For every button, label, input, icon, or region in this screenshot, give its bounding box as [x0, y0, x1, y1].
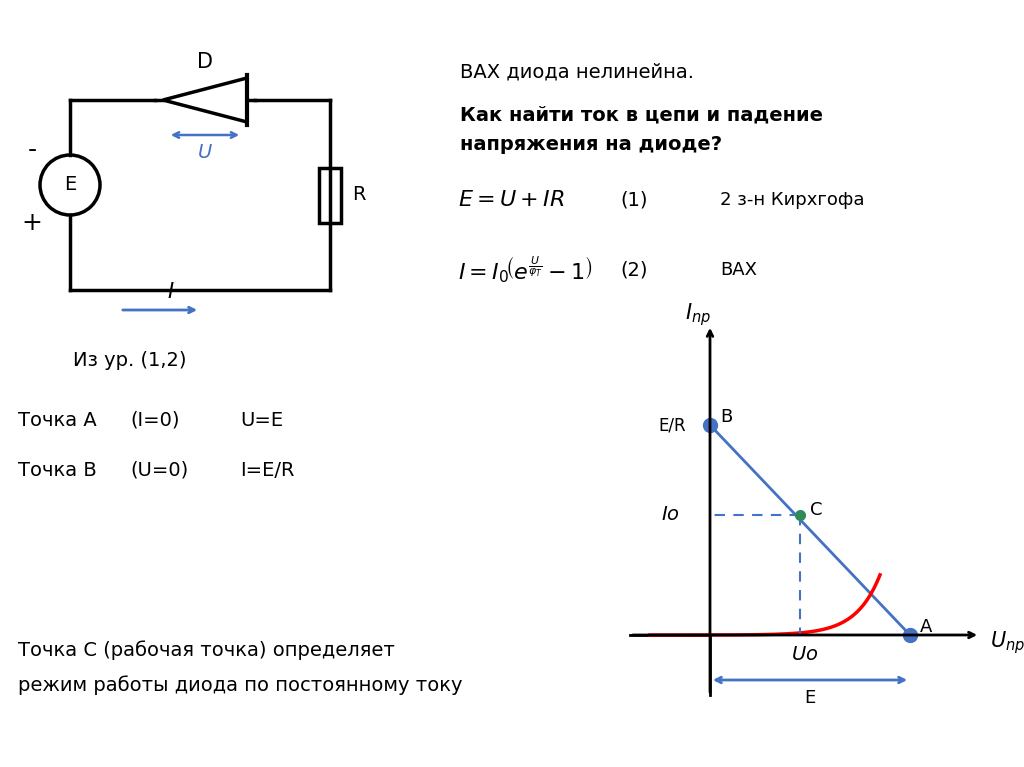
Text: Из ур. (1,2): Из ур. (1,2)	[74, 351, 186, 370]
Text: U=E: U=E	[240, 410, 283, 430]
Text: D: D	[197, 52, 213, 72]
Text: Как найти ток в цепи и падение: Как найти ток в цепи и падение	[460, 106, 823, 124]
Bar	[319, 168, 341, 223]
Text: E: E	[63, 176, 76, 195]
Text: Точка С (рабочая точка) определяет: Точка С (рабочая точка) определяет	[18, 640, 395, 660]
Text: +: +	[22, 211, 42, 235]
Text: (I=0): (I=0)	[130, 410, 179, 430]
Text: Точка А: Точка А	[18, 410, 96, 430]
Text: B: B	[720, 408, 732, 426]
Text: (2): (2)	[620, 261, 647, 279]
Text: C: C	[810, 501, 822, 519]
Text: E/R: E/R	[658, 416, 686, 434]
Text: ВАХ: ВАХ	[720, 261, 757, 279]
Text: 2 з-н Кирхгофа: 2 з-н Кирхгофа	[720, 191, 864, 209]
Text: U: U	[198, 143, 212, 163]
Text: напряжения на диоде?: напряжения на диоде?	[460, 136, 722, 154]
Text: $Uo$: $Uo$	[792, 646, 818, 664]
Text: I: I	[167, 282, 173, 302]
Text: $E = U + IR$: $E = U + IR$	[458, 190, 565, 210]
Text: $\boldsymbol{I_{np}}$: $\boldsymbol{I_{np}}$	[685, 301, 711, 328]
Text: Точка В: Точка В	[18, 460, 96, 479]
Text: $\boldsymbol{U_{np}}$: $\boldsymbol{U_{np}}$	[990, 630, 1024, 657]
Text: ВАХ диода нелинейна.: ВАХ диода нелинейна.	[460, 62, 694, 81]
Text: $I = I_0\!\left(e^{\frac{U}{\varphi_T}}-1\right)$: $I = I_0\!\left(e^{\frac{U}{\varphi_T}}-…	[458, 255, 593, 285]
Text: режим работы диода по постоянному току: режим работы диода по постоянному току	[18, 675, 463, 695]
Text: E: E	[805, 689, 816, 707]
Text: (1): (1)	[620, 190, 647, 209]
Text: R: R	[352, 186, 366, 205]
Text: (U=0): (U=0)	[130, 460, 188, 479]
Text: -: -	[28, 138, 37, 162]
Text: A: A	[920, 618, 933, 636]
Text: $Io$: $Io$	[662, 505, 680, 525]
Text: I=E/R: I=E/R	[240, 460, 295, 479]
